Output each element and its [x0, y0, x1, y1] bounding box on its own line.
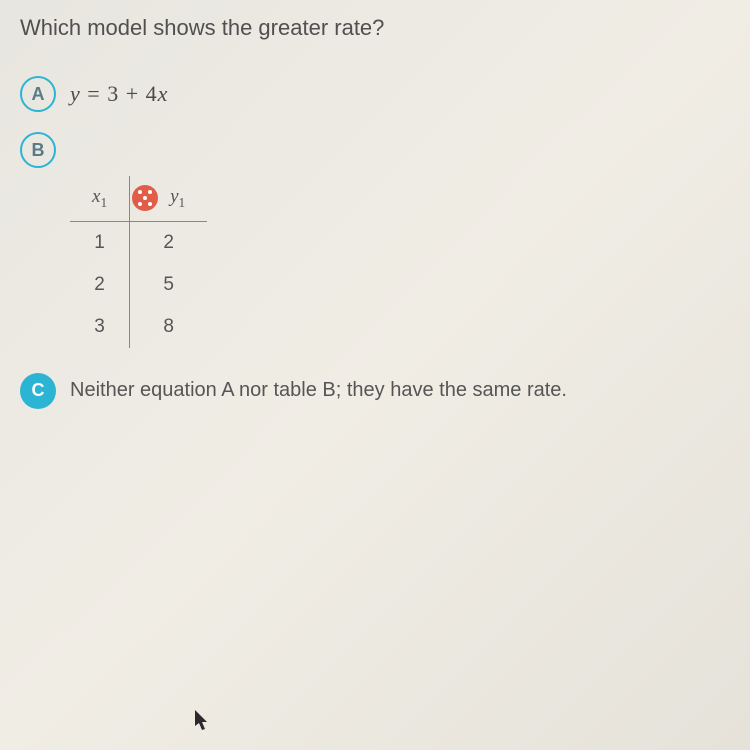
- option-c[interactable]: C Neither equation A nor table B; they h…: [20, 373, 730, 409]
- header-y: y1: [130, 176, 208, 221]
- option-b-badge: B: [20, 132, 56, 168]
- table-row: 2 5: [70, 264, 207, 306]
- table-b: x1 y1 1 2 2 5 3 8: [70, 176, 730, 348]
- cell-x: 2: [70, 264, 130, 306]
- dice-icon: [132, 185, 158, 211]
- option-a-content: y = 3 + 4x: [70, 76, 168, 112]
- cell-x: 3: [70, 306, 130, 348]
- option-a[interactable]: A y = 3 + 4x: [20, 76, 730, 112]
- table-row: 3 8: [70, 306, 207, 348]
- cell-y: 8: [130, 306, 208, 348]
- table-row: 1 2: [70, 221, 207, 264]
- option-c-text: Neither equation A nor table B; they hav…: [70, 373, 567, 409]
- cell-y: 5: [130, 264, 208, 306]
- cell-x: 1: [70, 221, 130, 264]
- question-text: Which model shows the greater rate?: [20, 15, 730, 41]
- option-c-badge: C: [20, 373, 56, 409]
- option-a-equation: y = 3 + 4x: [70, 81, 168, 107]
- header-x: x1: [70, 176, 130, 221]
- table-header-row: x1 y1: [70, 176, 207, 221]
- cell-y: 2: [130, 221, 208, 264]
- option-b[interactable]: B: [20, 132, 730, 168]
- option-a-badge: A: [20, 76, 56, 112]
- data-table: x1 y1 1 2 2 5 3 8: [70, 176, 207, 348]
